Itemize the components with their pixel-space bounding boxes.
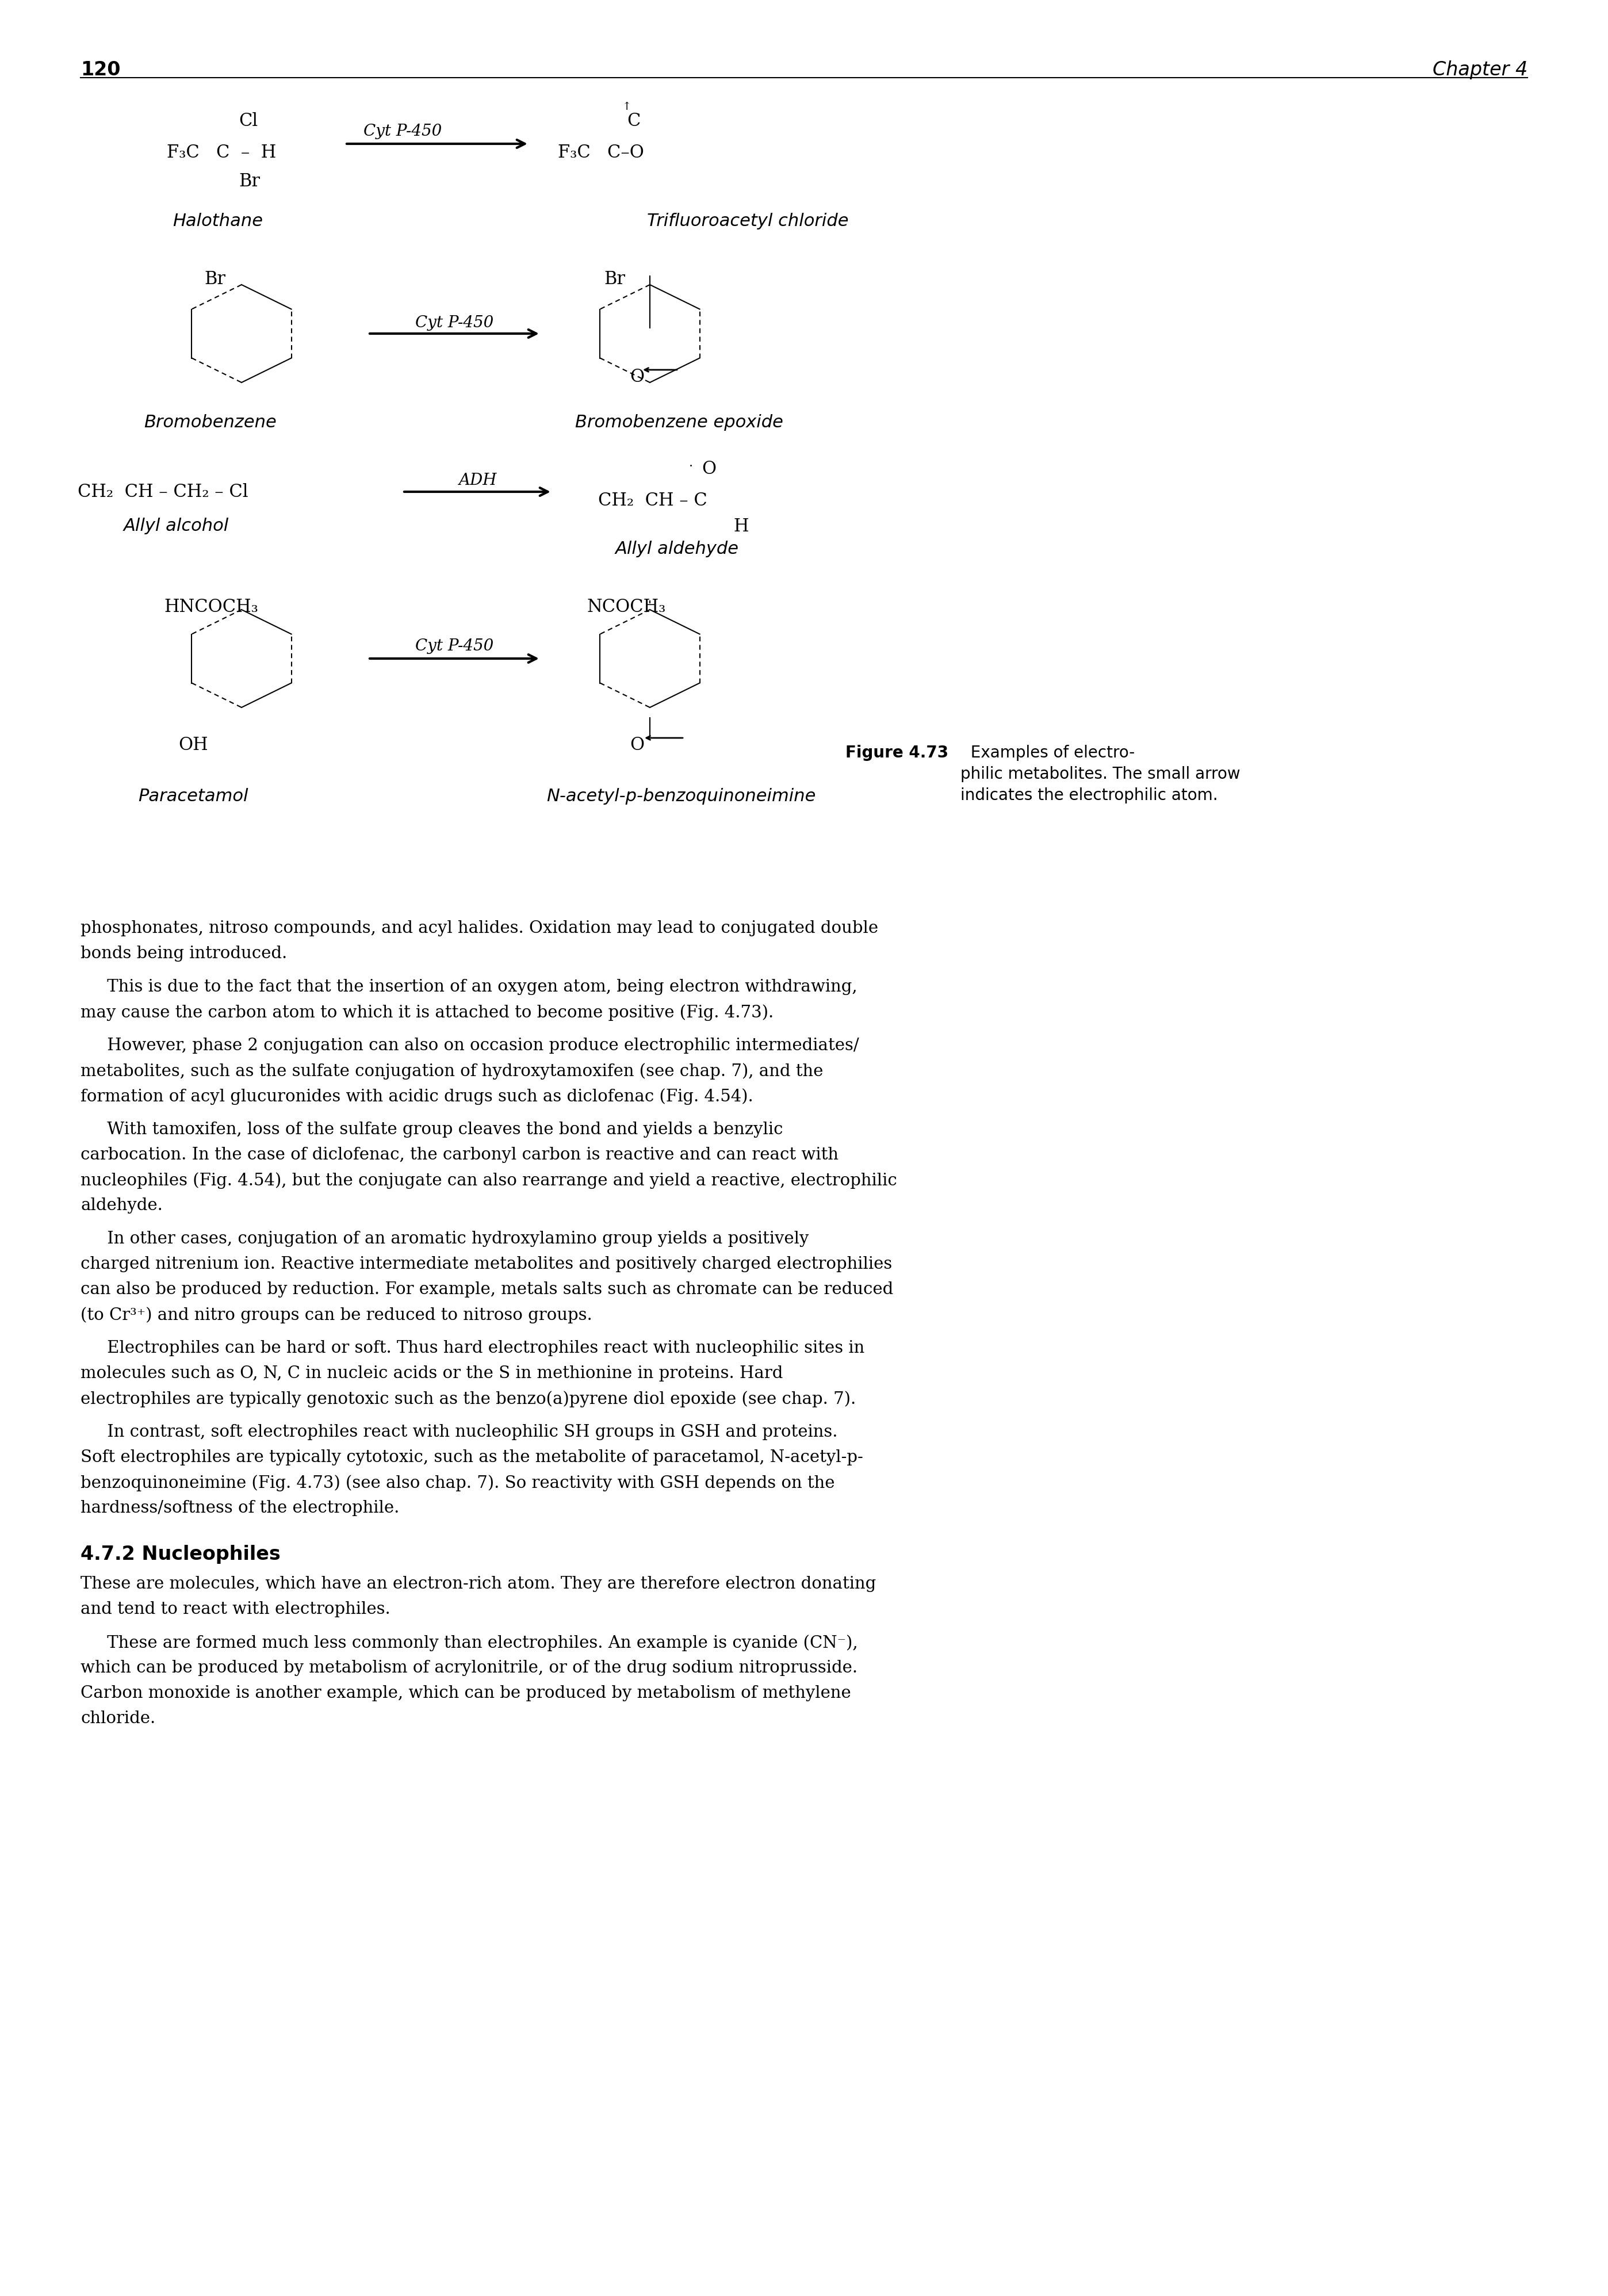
Text: Cyt P-450: Cyt P-450 bbox=[415, 638, 494, 654]
Text: These are formed much less commonly than electrophiles. An example is cyanide (C: These are formed much less commonly than… bbox=[80, 1635, 857, 1651]
Text: In other cases, conjugation of an aromatic hydroxylamino group yields a positive: In other cases, conjugation of an aromat… bbox=[80, 1231, 809, 1247]
Text: Soft electrophiles are typically cytotoxic, such as the metabolite of paracetamo: Soft electrophiles are typically cytotox… bbox=[80, 1449, 863, 1465]
Text: Br: Br bbox=[238, 172, 260, 191]
Text: and tend to react with electrophiles.: and tend to react with electrophiles. bbox=[80, 1600, 391, 1616]
Text: F₃C   C–O: F₃C C–O bbox=[558, 145, 645, 161]
Text: Allyl alcohol: Allyl alcohol bbox=[124, 517, 228, 535]
Text: hardness/softness of the electrophile.: hardness/softness of the electrophile. bbox=[80, 1499, 399, 1515]
Text: benzoquinoneimine (Fig. 4.73) (see also chap. 7). So reactivity with GSH depends: benzoquinoneimine (Fig. 4.73) (see also … bbox=[80, 1474, 835, 1490]
Text: OH: OH bbox=[178, 737, 207, 753]
Text: C: C bbox=[627, 113, 640, 131]
Text: Examples of electro-
philic metabolites. The small arrow
indicates the electroph: Examples of electro- philic metabolites.… bbox=[960, 744, 1240, 804]
Text: O: O bbox=[630, 737, 645, 753]
Text: can also be produced by reduction. For example, metals salts such as chromate ca: can also be produced by reduction. For e… bbox=[80, 1281, 894, 1297]
Text: F₃C   C  –  H: F₃C C – H bbox=[167, 145, 277, 161]
Text: molecules such as O, N, C in nucleic acids or the S in methionine in proteins. H: molecules such as O, N, C in nucleic aci… bbox=[80, 1366, 783, 1382]
Text: These are molecules, which have an electron-rich atom. They are therefore electr: These are molecules, which have an elect… bbox=[80, 1575, 876, 1591]
Text: Trifluoroacetyl chloride: Trifluoroacetyl chloride bbox=[646, 214, 849, 230]
Text: (to Cr³⁺) and nitro groups can be reduced to nitroso groups.: (to Cr³⁺) and nitro groups can be reduce… bbox=[80, 1306, 592, 1322]
Text: Br: Br bbox=[204, 271, 225, 289]
Text: Cyt P-450: Cyt P-450 bbox=[415, 315, 494, 331]
Text: may cause the carbon atom to which it is attached to become positive (Fig. 4.73): may cause the carbon atom to which it is… bbox=[80, 1003, 773, 1022]
Text: chloride.: chloride. bbox=[80, 1711, 156, 1727]
Text: Br: Br bbox=[605, 271, 626, 289]
Text: charged nitrenium ion. Reactive intermediate metabolites and positively charged : charged nitrenium ion. Reactive intermed… bbox=[80, 1256, 892, 1272]
Text: nucleophiles (Fig. 4.54), but the conjugate can also rearrange and yield a react: nucleophiles (Fig. 4.54), but the conjug… bbox=[80, 1173, 897, 1189]
Text: However, phase 2 conjugation can also on occasion produce electrophilic intermed: However, phase 2 conjugation can also on… bbox=[80, 1038, 859, 1054]
Text: 4.7.2 Nucleophiles: 4.7.2 Nucleophiles bbox=[80, 1545, 280, 1564]
Text: bonds being introduced.: bonds being introduced. bbox=[80, 946, 288, 962]
Text: With tamoxifen, loss of the sulfate group cleaves the bond and yields a benzylic: With tamoxifen, loss of the sulfate grou… bbox=[80, 1120, 783, 1137]
Text: Figure 4.73: Figure 4.73 bbox=[846, 744, 949, 760]
Text: carbocation. In the case of diclofenac, the carbonyl carbon is reactive and can : carbocation. In the case of diclofenac, … bbox=[80, 1146, 838, 1164]
Text: ↑: ↑ bbox=[622, 101, 632, 113]
Text: Chapter 4: Chapter 4 bbox=[1433, 60, 1528, 80]
Text: ·: · bbox=[688, 459, 693, 473]
Text: Paracetamol: Paracetamol bbox=[138, 788, 248, 804]
Text: CH₂  CH – CH₂ – Cl: CH₂ CH – CH₂ – Cl bbox=[77, 482, 248, 501]
Text: O: O bbox=[701, 459, 716, 478]
Text: electrophiles are typically genotoxic such as the benzo(a)pyrene diol epoxide (s: electrophiles are typically genotoxic su… bbox=[80, 1391, 855, 1407]
Text: NCOCH₃: NCOCH₃ bbox=[587, 599, 666, 615]
Text: Halothane: Halothane bbox=[172, 214, 262, 230]
Text: CH₂  CH – C: CH₂ CH – C bbox=[598, 491, 708, 510]
Text: formation of acyl glucuronides with acidic drugs such as diclofenac (Fig. 4.54).: formation of acyl glucuronides with acid… bbox=[80, 1088, 753, 1104]
Text: aldehyde.: aldehyde. bbox=[80, 1199, 162, 1215]
Text: This is due to the fact that the insertion of an oxygen atom, being electron wit: This is due to the fact that the inserti… bbox=[80, 978, 857, 994]
Text: H: H bbox=[733, 517, 748, 535]
Text: N-acetyl-p-benzoquinoneimine: N-acetyl-p-benzoquinoneimine bbox=[547, 788, 815, 804]
Text: phosphonates, nitroso compounds, and acyl halides. Oxidation may lead to conjuga: phosphonates, nitroso compounds, and acy… bbox=[80, 921, 878, 937]
Text: HNCOCH₃: HNCOCH₃ bbox=[164, 599, 259, 615]
Text: Bromobenzene: Bromobenzene bbox=[143, 413, 277, 432]
Text: which can be produced by metabolism of acrylonitrile, or of the drug sodium nitr: which can be produced by metabolism of a… bbox=[80, 1660, 857, 1676]
Text: In contrast, soft electrophiles react with nucleophilic SH groups in GSH and pro: In contrast, soft electrophiles react wi… bbox=[80, 1424, 838, 1440]
Text: Cl: Cl bbox=[238, 113, 257, 131]
Text: Electrophiles can be hard or soft. Thus hard electrophiles react with nucleophil: Electrophiles can be hard or soft. Thus … bbox=[80, 1341, 865, 1357]
Text: Cyt P-450: Cyt P-450 bbox=[363, 124, 442, 140]
Text: O: O bbox=[630, 367, 645, 386]
Text: metabolites, such as the sulfate conjugation of hydroxytamoxifen (see chap. 7), : metabolites, such as the sulfate conjuga… bbox=[80, 1063, 823, 1079]
Text: Allyl aldehyde: Allyl aldehyde bbox=[616, 540, 740, 558]
Text: Bromobenzene epoxide: Bromobenzene epoxide bbox=[576, 413, 783, 432]
Text: 120: 120 bbox=[80, 60, 121, 80]
Text: ADH: ADH bbox=[458, 473, 497, 489]
Text: Carbon monoxide is another example, which can be produced by metabolism of methy: Carbon monoxide is another example, whic… bbox=[80, 1685, 851, 1701]
